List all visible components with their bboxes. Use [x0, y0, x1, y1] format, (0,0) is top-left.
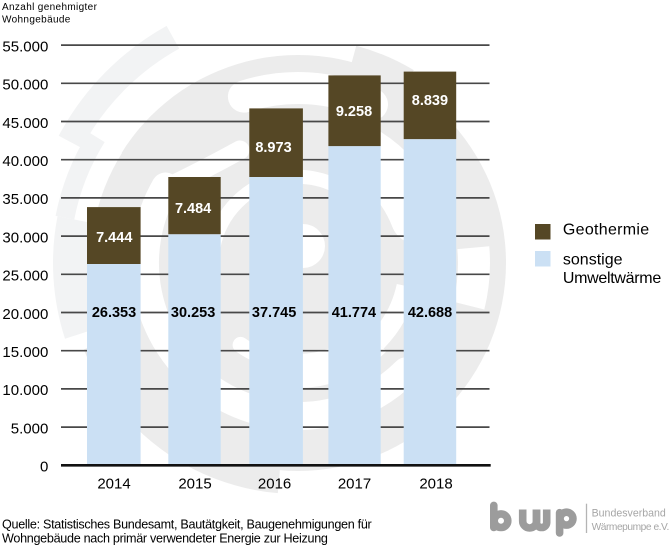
- svg-text:26.353: 26.353: [92, 305, 136, 321]
- svg-text:15.000: 15.000: [2, 344, 48, 361]
- svg-text:2015: 2015: [178, 475, 211, 492]
- svg-text:Wohngebäude: Wohngebäude: [2, 14, 71, 25]
- svg-text:2014: 2014: [97, 475, 130, 492]
- svg-text:37.745: 37.745: [252, 305, 296, 321]
- svg-text:9.258: 9.258: [336, 104, 372, 120]
- svg-text:sonstige: sonstige: [563, 252, 623, 269]
- svg-text:Geothermie: Geothermie: [563, 222, 650, 239]
- svg-text:Bundesverband: Bundesverband: [592, 507, 666, 519]
- svg-text:Wärmepumpe e.V.: Wärmepumpe e.V.: [592, 522, 669, 533]
- svg-text:30.000: 30.000: [2, 229, 48, 246]
- svg-text:Umweltwärme: Umweltwärme: [563, 270, 661, 287]
- svg-text:5.000: 5.000: [11, 420, 49, 437]
- svg-text:0: 0: [40, 459, 48, 476]
- svg-text:42.688: 42.688: [408, 305, 452, 321]
- svg-text:Wohngebäude nach primär verwen: Wohngebäude nach primär verwendeter Ener…: [2, 532, 328, 546]
- svg-text:7.444: 7.444: [96, 230, 132, 246]
- svg-text:2016: 2016: [258, 475, 291, 492]
- svg-text:8.839: 8.839: [412, 93, 448, 109]
- svg-text:Anzahl genehmigter: Anzahl genehmigter: [2, 2, 98, 13]
- svg-text:7.484: 7.484: [175, 201, 211, 217]
- svg-text:Quelle: Statistisches Bundesam: Quelle: Statistisches Bundesamt, Bautätg…: [2, 517, 372, 531]
- svg-text:10.000: 10.000: [2, 382, 48, 399]
- svg-text:35.000: 35.000: [2, 191, 48, 208]
- svg-text:8.973: 8.973: [255, 140, 291, 156]
- svg-text:40.000: 40.000: [2, 153, 48, 170]
- svg-text:20.000: 20.000: [2, 306, 48, 323]
- svg-text:2017: 2017: [338, 475, 371, 492]
- svg-text:2018: 2018: [419, 475, 452, 492]
- svg-text:55.000: 55.000: [2, 38, 48, 55]
- svg-text:45.000: 45.000: [2, 115, 48, 132]
- svg-text:50.000: 50.000: [2, 77, 48, 94]
- svg-text:25.000: 25.000: [2, 268, 48, 285]
- svg-text:41.774: 41.774: [332, 305, 376, 321]
- svg-text:30.253: 30.253: [171, 305, 215, 321]
